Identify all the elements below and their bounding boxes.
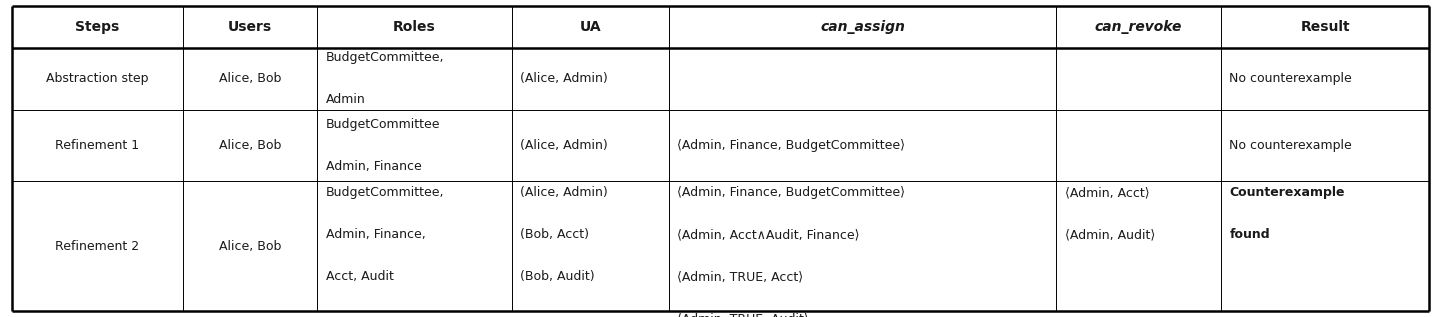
Text: Refinement 1: Refinement 1	[55, 139, 140, 152]
Text: can_assign: can_assign	[820, 20, 905, 34]
Text: ⟨Admin, Finance, BudgetCommittee⟩

⟨Admin, Acct∧Audit, Finance⟩

⟨Admin, TRUE, A: ⟨Admin, Finance, BudgetCommittee⟩ ⟨Admin…	[677, 186, 905, 317]
Text: can_revoke: can_revoke	[1095, 20, 1182, 34]
Text: BudgetCommittee,

Admin, Finance,

Acct, Audit: BudgetCommittee, Admin, Finance, Acct, A…	[326, 186, 445, 283]
Text: No counterexample: No counterexample	[1229, 139, 1352, 152]
Text: (Alice, Admin): (Alice, Admin)	[520, 139, 608, 152]
Text: Steps: Steps	[75, 20, 120, 34]
Text: (Alice, Admin): (Alice, Admin)	[520, 73, 608, 86]
Text: Counterexample

found: Counterexample found	[1229, 186, 1344, 241]
Text: Alice, Bob: Alice, Bob	[219, 73, 281, 86]
Text: Alice, Bob: Alice, Bob	[219, 139, 281, 152]
Text: (Alice, Admin)

(Bob, Acct)

(Bob, Audit): (Alice, Admin) (Bob, Acct) (Bob, Audit)	[520, 186, 608, 283]
Text: ⟨Admin, Finance, BudgetCommittee⟩: ⟨Admin, Finance, BudgetCommittee⟩	[677, 139, 905, 152]
Text: UA: UA	[579, 20, 601, 34]
Text: Users: Users	[228, 20, 272, 34]
Text: BudgetCommittee

Admin, Finance: BudgetCommittee Admin, Finance	[326, 118, 441, 173]
Text: Result: Result	[1300, 20, 1350, 34]
Text: Roles: Roles	[393, 20, 437, 34]
Text: Refinement 2: Refinement 2	[55, 240, 140, 253]
Text: Abstraction step: Abstraction step	[46, 73, 148, 86]
Text: No counterexample: No counterexample	[1229, 73, 1352, 86]
Text: Alice, Bob: Alice, Bob	[219, 240, 281, 253]
Text: BudgetCommittee,

Admin: BudgetCommittee, Admin	[326, 51, 445, 107]
Text: ⟨Admin, Acct⟩

⟨Admin, Audit⟩: ⟨Admin, Acct⟩ ⟨Admin, Audit⟩	[1065, 186, 1156, 241]
